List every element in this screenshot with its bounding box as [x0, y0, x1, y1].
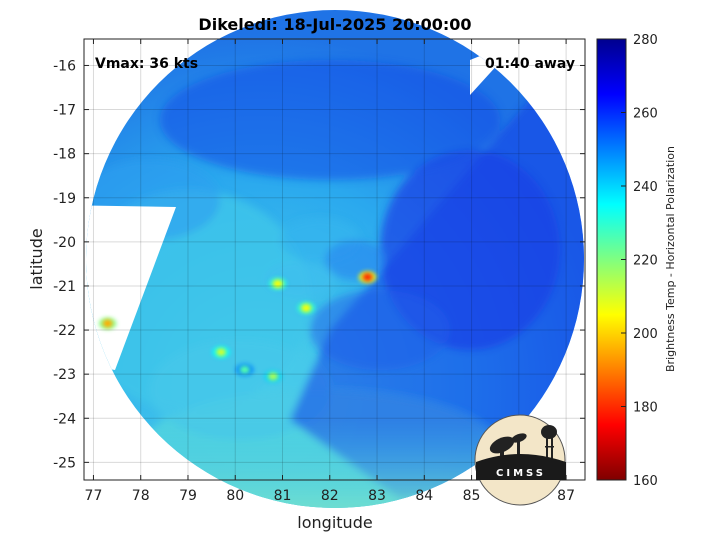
y-tick-label: -23: [53, 367, 76, 383]
y-tick-label: -16: [53, 58, 76, 74]
colorbar-ticks: 280 260 240 220 200 180 160: [621, 33, 658, 489]
feature-core: [301, 304, 312, 313]
x-tick-label: 80: [226, 488, 244, 504]
x-tick-label: 85: [463, 488, 481, 504]
colorbar: 280 260 240 220 200 180 160 Brightness Temp - …: [596, 33, 677, 489]
plot-frame: [83, 38, 586, 481]
y-tick-label: -21: [53, 279, 76, 295]
x-tick-label: 87: [557, 488, 575, 504]
feature-core: [216, 348, 227, 357]
colorbar-tick-label: 220: [633, 254, 658, 269]
vmax-annotation: Vmax: 36 kts: [95, 56, 198, 72]
feature-core: [362, 273, 373, 282]
convective-features: [98, 271, 377, 383]
colorbar-tick-label: 260: [633, 107, 658, 122]
x-tick-label: 79: [179, 488, 197, 504]
cimss-logo: CIMSS: [474, 414, 566, 506]
colorbar-tick-label: 160: [633, 474, 658, 489]
colorbar-tick-label: 240: [633, 180, 658, 195]
time-away-annotation: 01:40 away: [485, 56, 575, 72]
x-tick-label: 84: [415, 488, 433, 504]
feature-core: [272, 279, 283, 288]
x-tick-label: 82: [321, 488, 339, 504]
y-tick-label: -25: [53, 455, 76, 471]
y-tick-label: -24: [53, 411, 76, 427]
y-tick-label: -17: [53, 103, 76, 119]
x-tick-label: 78: [132, 488, 150, 504]
x-tick-label: 77: [85, 488, 103, 504]
colorbar-label: Brightness Temp - Horizontal Polarizatio…: [664, 146, 677, 372]
colorbar-tick-label: 200: [633, 327, 658, 342]
feature-core: [239, 365, 250, 374]
chart-title: Dikeledi: 18-Jul-2025 20:00:00: [198, 15, 471, 34]
colorbar-tick-label: 180: [633, 401, 658, 416]
y-tick-label: -20: [53, 235, 76, 251]
x-axis-label: longitude: [297, 513, 372, 532]
x-tick-label: 83: [368, 488, 386, 504]
y-axis-label: latitude: [27, 228, 46, 289]
y-tick-label: -19: [53, 191, 76, 207]
y-ticks: -16 -17 -18 -19 -20 -21 -22 -23 -24 -25: [53, 58, 585, 471]
feature-core: [268, 372, 279, 381]
feature-core: [102, 319, 113, 328]
logo-text: CIMSS: [496, 468, 546, 479]
y-tick-label: -18: [53, 147, 76, 163]
y-tick-label: -22: [53, 323, 76, 339]
x-tick-label: 81: [274, 488, 292, 504]
colorbar-tick-label: 280: [633, 33, 658, 48]
grid: [84, 39, 585, 480]
